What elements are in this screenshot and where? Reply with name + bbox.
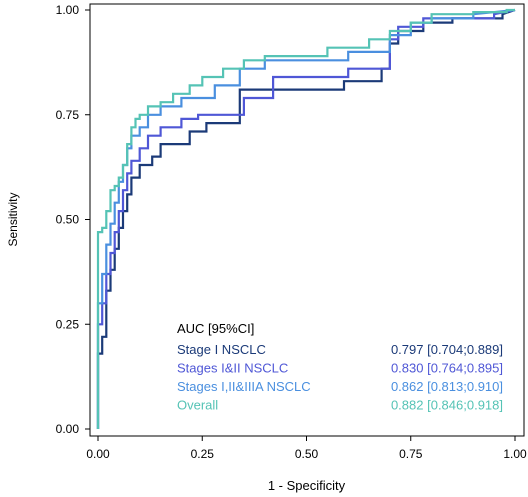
legend-series-auc: 0.797 [0.704;0.889] (391, 342, 503, 357)
legend-series-name: Stages I&II NSCLC (177, 361, 288, 376)
x-tick-label: 0.00 (86, 447, 110, 461)
x-tick-label: 1.00 (503, 447, 527, 461)
legend-series-name: Stages I,II&IIIA NSCLC (177, 379, 311, 394)
legend-title: AUC [95%CI] (177, 321, 254, 336)
y-tick-label: 0.25 (56, 317, 80, 331)
legend-series-name: Overall (177, 398, 218, 413)
legend-series-auc: 0.882 [0.846;0.918] (391, 398, 503, 413)
x-axis-label: 1 - Specificity (268, 478, 346, 493)
x-tick-label: 0.50 (295, 447, 319, 461)
legend-series-name: Stage I NSCLC (177, 342, 266, 357)
axes: 0.00 0.25 0.50 0.75 1.00 0.00 0.25 0.50 0.75 1.00 (56, 3, 527, 461)
x-tick-label: 0.25 (191, 447, 215, 461)
y-tick-label: 0.50 (56, 213, 80, 227)
legend: AUC [95%CI] Stage I NSCLC 0.797 [0.704;0.… (177, 321, 503, 413)
legend-series-auc: 0.830 [0.764;0.895] (391, 361, 503, 376)
roc-curve-overall (96, 8, 515, 429)
y-axis-label: Sensitivity (6, 192, 20, 246)
y-tick-label: 1.00 (56, 3, 80, 17)
legend-series-auc: 0.862 [0.813;0.910] (391, 379, 503, 394)
roc-curves (96, 8, 516, 429)
x-tick-label: 0.75 (399, 447, 423, 461)
y-tick-label: 0.00 (56, 422, 80, 436)
y-tick-label: 0.75 (56, 108, 80, 122)
